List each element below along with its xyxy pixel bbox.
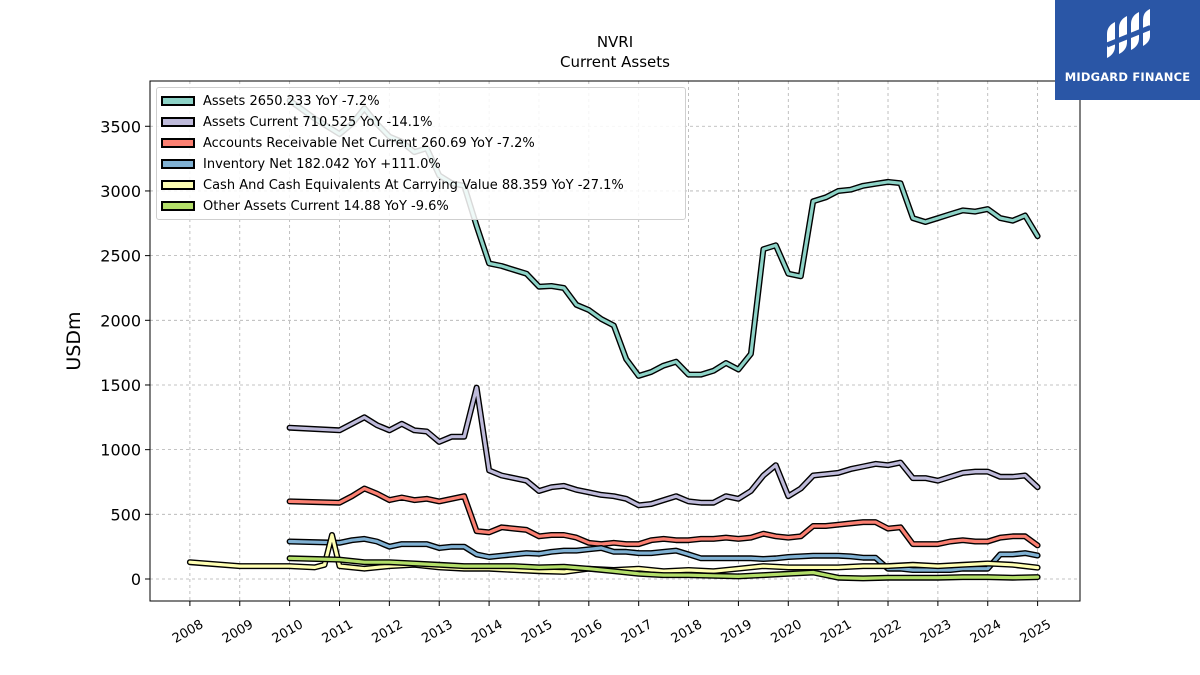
- legend-label-inventory: Inventory Net 182.042 YoY +111.0%: [203, 157, 441, 172]
- legend: Assets 2650.233 YoY -7.2% Assets Current…: [156, 87, 686, 220]
- x-tick-label: 2008: [170, 617, 206, 647]
- y-tick-label: 0: [131, 570, 141, 589]
- y-tick-label: 3500: [100, 117, 141, 136]
- legend-label-accounts-receivable: Accounts Receivable Net Current 260.69 Y…: [203, 136, 535, 151]
- y-axis-label: USDm: [63, 311, 85, 370]
- series-line-5: [288, 556, 1040, 580]
- chart-title: NVRI: [596, 33, 634, 51]
- series-line-3: [288, 537, 1040, 572]
- series-line-1: [288, 386, 1040, 507]
- legend-label-assets: Assets 2650.233 YoY -7.2%: [203, 94, 380, 109]
- series-outline-1: [286, 384, 1041, 509]
- y-tick-label: 1000: [100, 441, 141, 460]
- y-tick-label: 3000: [100, 182, 141, 201]
- x-tick-label: 2017: [619, 617, 655, 647]
- x-axis-ticks: 2008 2009 2010 2011 2012 2013 2014 2015 2016 2017…: [170, 601, 1054, 647]
- brand-logo: MIDGARD FINANCE: [1055, 0, 1200, 100]
- series-line-2: [288, 486, 1040, 547]
- legend-label-other-assets: Other Assets Current 14.88 YoY -9.6%: [203, 199, 449, 214]
- y-tick-label: 1500: [100, 376, 141, 395]
- x-tick-label: 2012: [370, 617, 406, 647]
- brand-logo-icon: [1105, 9, 1152, 58]
- legend-swatch-assets: [161, 96, 195, 106]
- y-tick-label: 500: [110, 505, 141, 524]
- legend-swatch-cash: [161, 180, 195, 190]
- x-tick-label: 2025: [1018, 617, 1054, 647]
- y-axis-ticks: 0 500 1000 1500 2000 2500 3000 3500: [100, 117, 150, 589]
- x-tick-label: 2013: [419, 617, 455, 647]
- x-tick-label: 2018: [669, 617, 705, 647]
- x-tick-label: 2024: [968, 617, 1004, 647]
- legend-swatch-assets-current: [161, 117, 195, 127]
- legend-swatch-inventory: [161, 159, 195, 169]
- legend-label-assets-current: Assets Current 710.525 YoY -14.1%: [203, 115, 433, 130]
- legend-swatch-other-assets: [161, 201, 195, 211]
- x-tick-label: 2023: [918, 617, 954, 647]
- x-tick-label: 2014: [469, 617, 505, 647]
- y-tick-label: 2000: [100, 311, 141, 330]
- x-tick-label: 2016: [569, 617, 605, 647]
- x-tick-label: 2019: [719, 617, 755, 647]
- brand-logo-text: MIDGARD FINANCE: [1064, 70, 1191, 84]
- plot-frame: [149, 80, 1081, 602]
- y-tick-label: 2500: [100, 247, 141, 266]
- x-tick-label: 2021: [818, 617, 854, 647]
- x-tick-label: 2020: [768, 617, 804, 647]
- x-tick-label: 2022: [868, 617, 904, 647]
- legend-label-cash: Cash And Cash Equivalents At Carrying Va…: [203, 178, 624, 193]
- x-tick-label: 2011: [320, 617, 356, 647]
- x-tick-label: 2015: [519, 617, 555, 647]
- legend-swatch-accounts-receivable: [161, 138, 195, 148]
- x-tick-label: 2010: [270, 617, 306, 647]
- chart-subtitle: Current Assets: [560, 53, 670, 71]
- x-tick-label: 2009: [220, 617, 256, 647]
